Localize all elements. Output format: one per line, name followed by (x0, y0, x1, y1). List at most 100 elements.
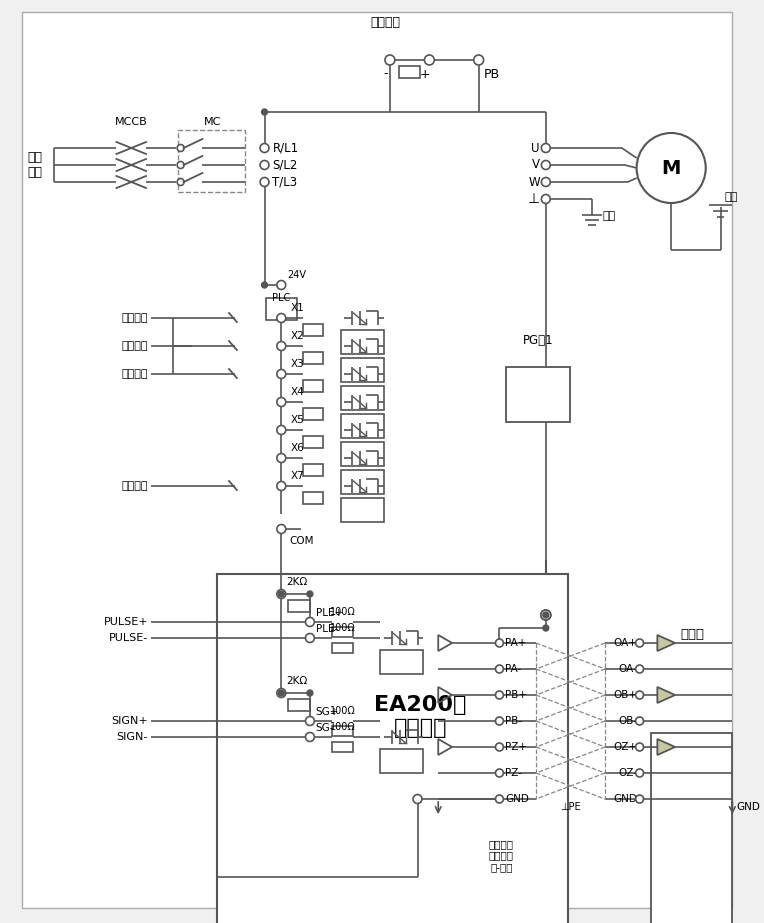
Circle shape (636, 639, 643, 647)
Text: 24V: 24V (287, 270, 306, 280)
Text: 100Ω: 100Ω (329, 623, 355, 633)
Text: PB: PB (484, 67, 500, 80)
Circle shape (260, 161, 269, 170)
Circle shape (261, 109, 267, 115)
Circle shape (277, 314, 286, 322)
Text: OA+: OA+ (613, 638, 638, 648)
Circle shape (636, 717, 643, 725)
Circle shape (277, 482, 286, 490)
Bar (303, 324, 322, 336)
Text: U: U (532, 141, 540, 154)
Circle shape (260, 177, 269, 186)
Circle shape (277, 342, 286, 351)
Circle shape (496, 639, 503, 647)
Circle shape (496, 665, 503, 673)
Text: 三相
电源: 三相 电源 (27, 151, 42, 179)
Text: COM: COM (290, 536, 314, 546)
Text: GND: GND (613, 794, 638, 804)
Text: X7: X7 (291, 471, 305, 481)
Bar (266, 298, 297, 320)
Bar (303, 380, 322, 392)
Circle shape (277, 398, 286, 406)
Circle shape (278, 690, 284, 696)
Text: MC: MC (203, 117, 221, 127)
Bar (341, 358, 384, 382)
Text: GND: GND (736, 802, 760, 812)
Text: SG+: SG+ (316, 707, 339, 717)
Text: OB-: OB- (619, 716, 638, 726)
Bar (288, 600, 310, 612)
Circle shape (177, 145, 184, 151)
Circle shape (306, 716, 314, 725)
Text: X3: X3 (291, 359, 305, 369)
Text: S/L2: S/L2 (273, 159, 298, 172)
Circle shape (636, 769, 643, 777)
Text: OB+: OB+ (613, 690, 638, 700)
Text: SG-: SG- (316, 723, 335, 733)
Circle shape (306, 633, 314, 642)
Text: PZ-: PZ- (505, 768, 523, 778)
Circle shape (385, 55, 395, 65)
Circle shape (636, 133, 706, 203)
Bar (380, 749, 423, 773)
Text: MCCB: MCCB (115, 117, 147, 127)
Bar (303, 492, 322, 504)
Text: 100Ω: 100Ω (329, 706, 355, 716)
Bar (652, 733, 733, 923)
Polygon shape (657, 687, 675, 703)
Circle shape (413, 795, 422, 804)
Text: T/L3: T/L3 (273, 175, 297, 188)
Text: GND: GND (505, 794, 529, 804)
Text: 模式切换: 模式切换 (121, 369, 148, 379)
Text: PLC: PLC (272, 293, 290, 303)
Circle shape (307, 690, 313, 696)
Bar (303, 464, 322, 476)
Text: PZ+: PZ+ (505, 742, 527, 752)
Text: X6: X6 (291, 443, 305, 453)
Circle shape (277, 426, 286, 435)
Text: PLE-: PLE- (316, 624, 338, 634)
Bar (507, 367, 571, 422)
Text: OA-: OA- (619, 664, 638, 674)
Circle shape (496, 691, 503, 699)
Text: 2KΩ: 2KΩ (286, 577, 307, 587)
Text: PULSE+: PULSE+ (103, 617, 148, 627)
Polygon shape (657, 635, 675, 651)
Text: OZ-: OZ- (619, 768, 638, 778)
Text: R/L1: R/L1 (273, 141, 299, 154)
Text: OZ+: OZ+ (613, 742, 638, 752)
Text: PA-: PA- (505, 664, 522, 674)
Circle shape (277, 590, 286, 598)
Bar (332, 742, 353, 752)
Text: 上位机: 上位机 (680, 628, 704, 641)
Circle shape (636, 665, 643, 673)
Text: 伺服使能: 伺服使能 (121, 313, 148, 323)
Text: 制动电阻: 制动电阻 (370, 16, 400, 29)
Circle shape (306, 733, 314, 741)
Circle shape (277, 453, 286, 462)
Bar (332, 643, 353, 653)
Circle shape (542, 177, 550, 186)
Circle shape (496, 743, 503, 751)
Text: 接地: 接地 (724, 192, 738, 202)
Bar (341, 470, 384, 494)
Text: 故障复位: 故障复位 (121, 481, 148, 491)
Bar (303, 408, 322, 420)
Text: PB-: PB- (505, 716, 523, 726)
Circle shape (496, 717, 503, 725)
Circle shape (260, 143, 269, 152)
Text: X1: X1 (291, 303, 305, 313)
Circle shape (636, 743, 643, 751)
Circle shape (474, 55, 484, 65)
Bar (288, 699, 310, 711)
Circle shape (277, 689, 286, 698)
Circle shape (541, 610, 551, 620)
Text: PULSE-: PULSE- (108, 633, 148, 643)
Bar (341, 386, 384, 410)
Text: PG卡1: PG卡1 (523, 333, 553, 346)
Text: 伺服使能: 伺服使能 (121, 341, 148, 351)
Circle shape (543, 625, 549, 631)
Circle shape (177, 178, 184, 186)
Text: EA200伺
服驱动器: EA200伺 服驱动器 (374, 694, 467, 737)
Polygon shape (657, 739, 675, 755)
